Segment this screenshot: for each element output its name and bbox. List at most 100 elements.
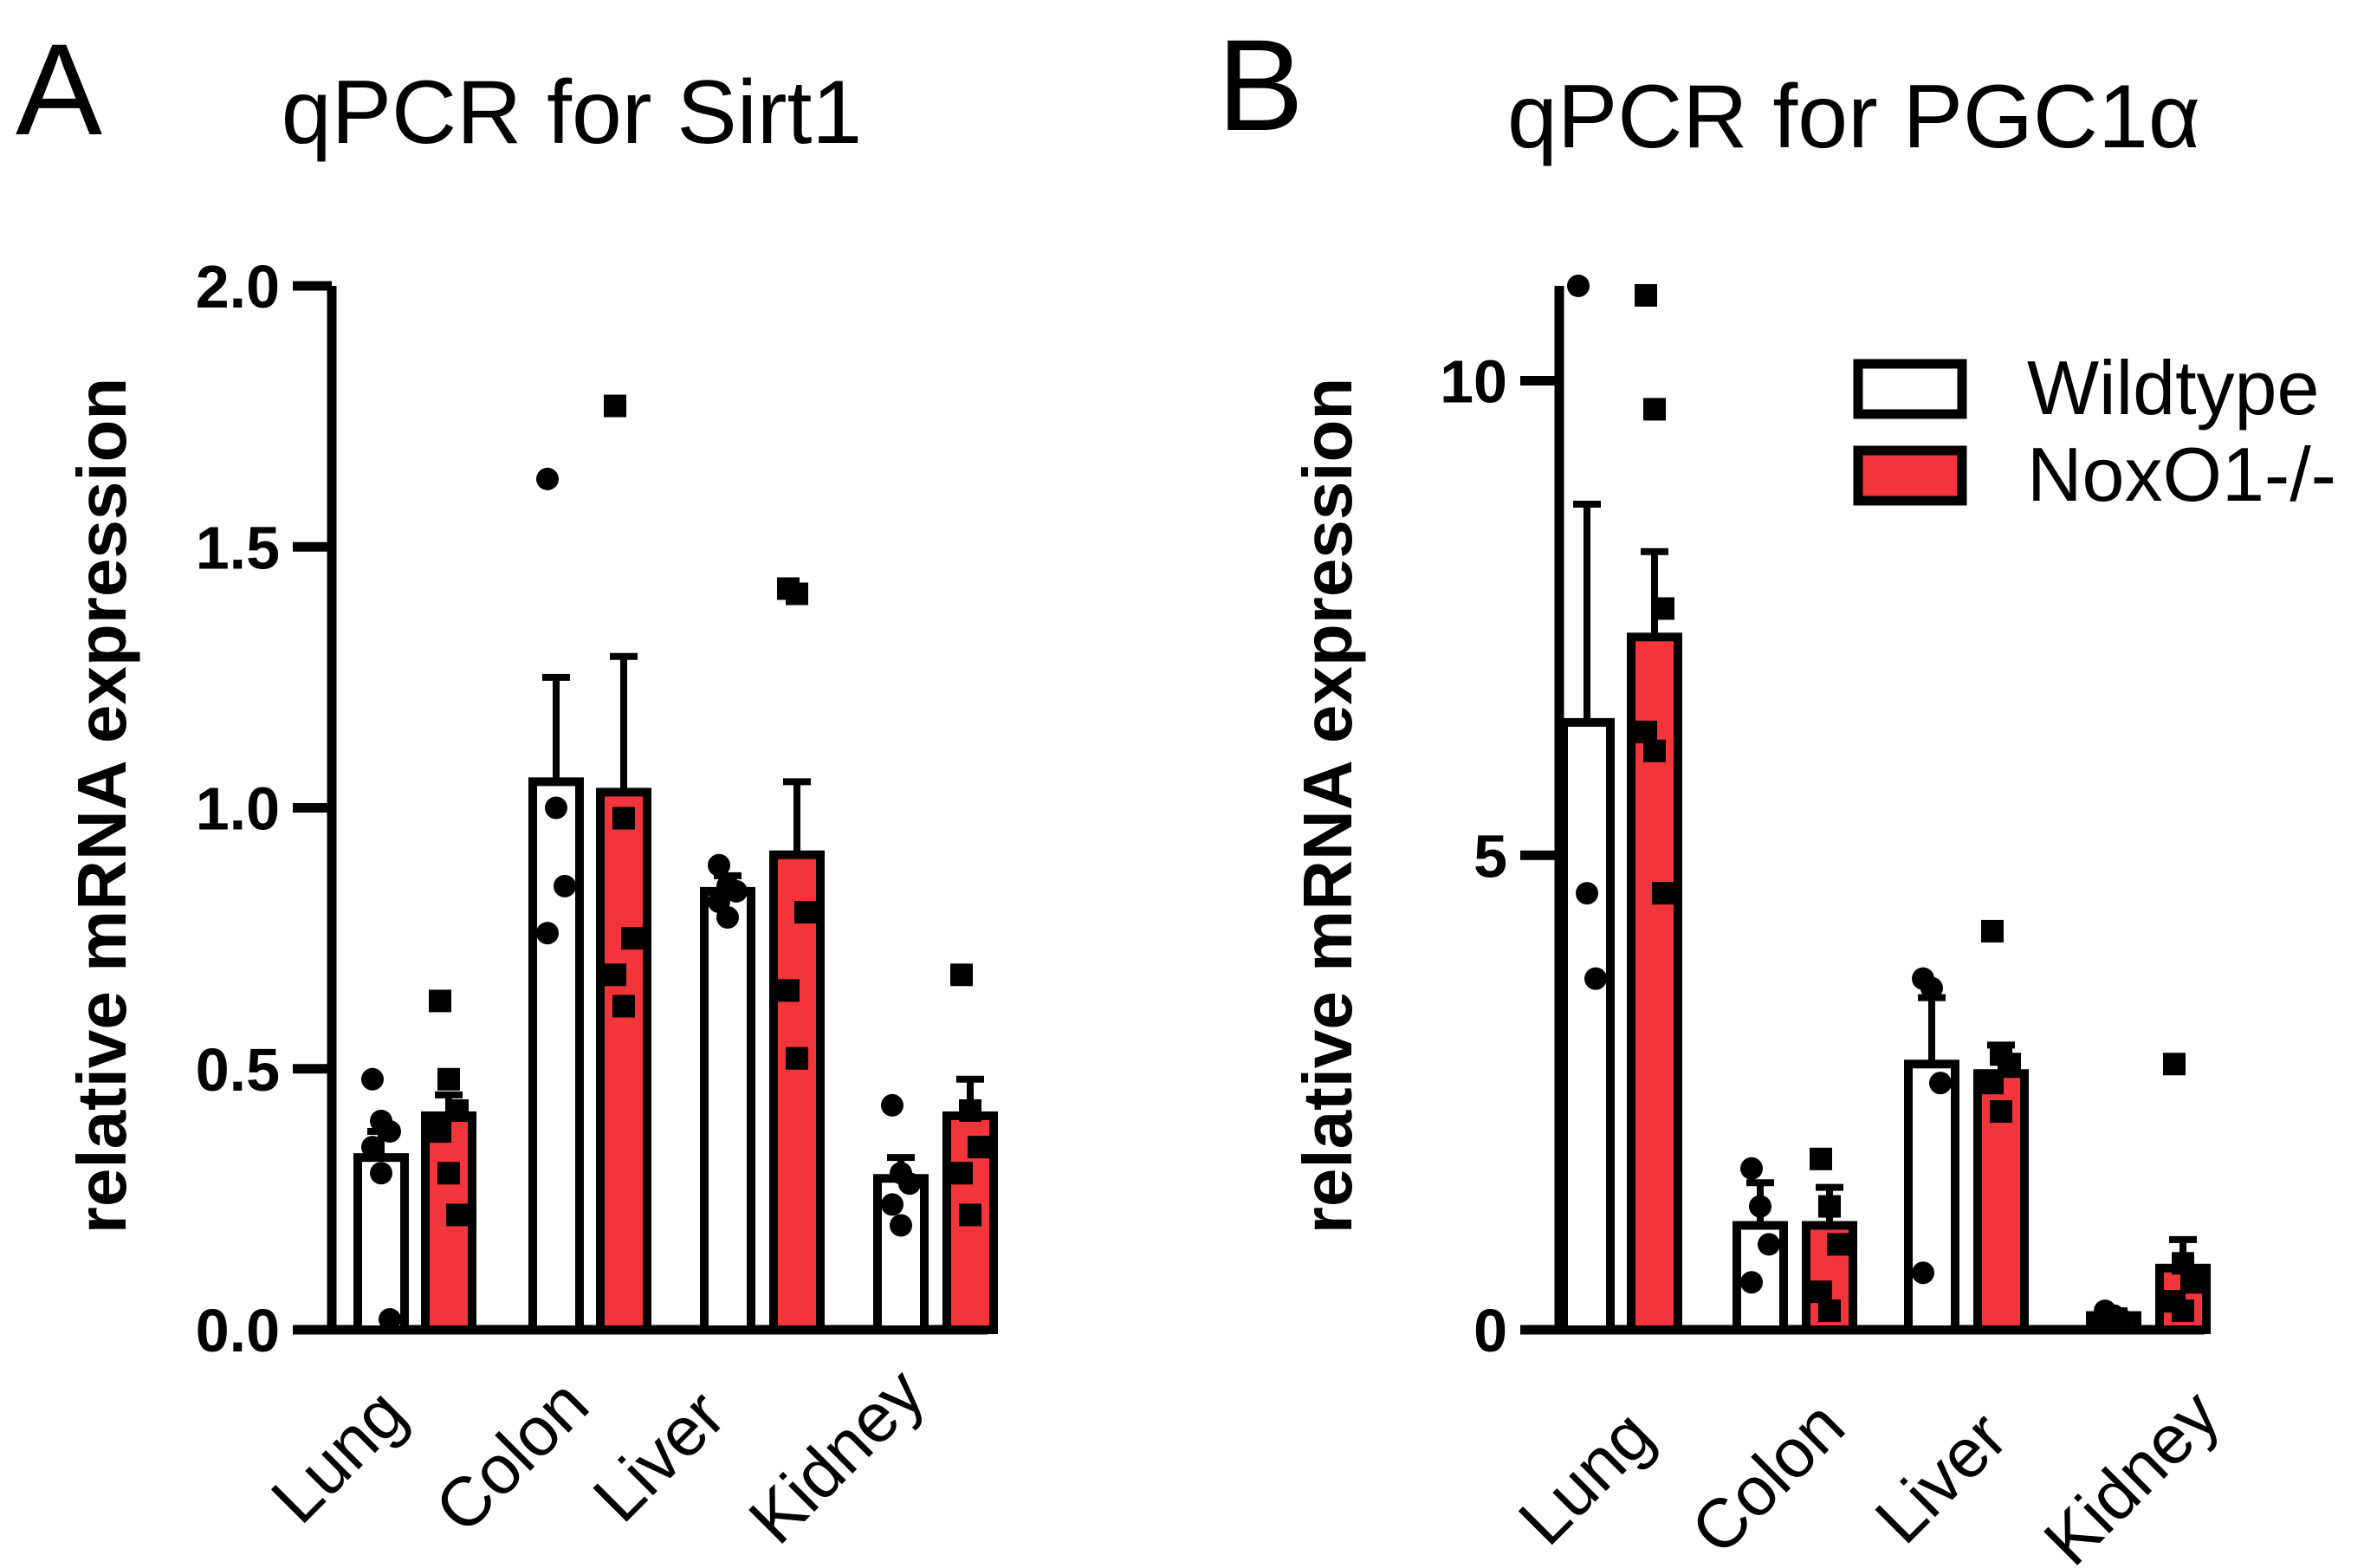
data-point-noxo1 — [429, 1120, 451, 1144]
data-point-noxo1 — [1818, 1195, 1841, 1218]
y-tick-label: 0 — [1473, 1297, 1507, 1364]
data-point-noxo1 — [1635, 720, 1657, 743]
y-tick-label: 0.0 — [196, 1297, 280, 1364]
data-point-noxo1 — [612, 807, 635, 830]
data-point-noxo1 — [621, 927, 644, 950]
data-point-wildtype — [361, 1067, 384, 1091]
data-point-wildtype — [716, 906, 739, 930]
x-tick-label: Colon — [1676, 1386, 1859, 1568]
data-point-noxo1 — [437, 1162, 460, 1185]
x-tick-label: Liver — [1861, 1397, 2022, 1558]
x-tick-label: Colon — [420, 1364, 603, 1547]
data-point-noxo1 — [2172, 1299, 2194, 1323]
y-tick-label: 10 — [1440, 348, 1507, 416]
y-tick-label: 0.5 — [196, 1036, 280, 1104]
bar-wildtype — [1559, 717, 1615, 1334]
panel-a-title: qPCR for Sirt1 — [282, 62, 862, 163]
data-point-noxo1 — [1643, 739, 1666, 762]
data-point-noxo1 — [1990, 1100, 2012, 1124]
data-point-wildtype — [1740, 1271, 1763, 1294]
data-point-wildtype — [2094, 1311, 2116, 1334]
data-point-wildtype — [1912, 1261, 1934, 1285]
data-point-wildtype — [536, 467, 559, 490]
legend-swatch-noxo1 — [1853, 445, 1967, 506]
data-point-wildtype — [890, 1214, 912, 1237]
x-tick-label: Lung — [1504, 1396, 1668, 1559]
data-point-wildtype — [554, 874, 576, 897]
data-point-wildtype — [708, 853, 730, 877]
data-point-wildtype — [1749, 1195, 1771, 1218]
bar-wildtype — [1904, 1059, 1959, 1334]
bar-noxo1 — [769, 850, 825, 1334]
y-tick-label: 1.5 — [196, 514, 280, 581]
data-point-wildtype — [1576, 882, 1598, 905]
data-point-noxo1 — [604, 394, 626, 418]
legend-swatch-wildtype — [1853, 359, 1967, 419]
panel-b-title: qPCR for PGC1α — [1507, 67, 2200, 167]
data-point-noxo1 — [786, 1046, 808, 1070]
data-point-noxo1 — [612, 995, 635, 1018]
data-point-wildtype — [1920, 976, 1943, 1000]
data-point-noxo1 — [950, 1162, 973, 1185]
data-point-noxo1 — [437, 1067, 460, 1091]
data-point-wildtype — [1740, 1157, 1763, 1180]
data-point-wildtype — [725, 879, 748, 903]
data-point-noxo1 — [446, 1203, 469, 1227]
data-point-noxo1 — [1635, 283, 1657, 307]
bar-wildtype — [528, 777, 584, 1334]
data-point-wildtype — [1567, 275, 1590, 297]
legend-label-noxo1: NoxO1-/- — [2027, 431, 2336, 517]
data-point-noxo1 — [1981, 1072, 2004, 1095]
data-point-wildtype — [536, 922, 559, 945]
y-tick-label: 1.0 — [196, 775, 280, 843]
legend: Wildtype NoxO1-/- — [1853, 345, 2336, 517]
data-point-noxo1 — [604, 963, 626, 987]
data-point-wildtype — [1584, 967, 1607, 990]
data-point-noxo1 — [429, 989, 451, 1013]
data-point-noxo1 — [786, 582, 808, 606]
bar-wildtype — [700, 886, 755, 1335]
data-point-wildtype — [361, 1136, 384, 1159]
data-point-noxo1 — [1827, 1233, 1849, 1256]
data-point-noxo1 — [1998, 1053, 2021, 1076]
panel-b-letter: B — [1217, 12, 1304, 158]
data-point-noxo1 — [1810, 1147, 1832, 1170]
data-point-wildtype — [2111, 1309, 2134, 1332]
data-point-wildtype — [881, 1093, 904, 1117]
x-tick-label: Kidney — [2030, 1376, 2234, 1568]
legend-label-wildtype: Wildtype — [2027, 345, 2319, 431]
data-point-wildtype — [379, 1120, 401, 1144]
data-point-noxo1 — [950, 963, 973, 987]
panel-a-ylabel: relative mRNA expression — [63, 378, 140, 1234]
x-tick-label: Kidney — [735, 1354, 939, 1558]
y-tick-label: 2.0 — [196, 253, 280, 321]
data-point-wildtype — [881, 1193, 904, 1216]
data-point-noxo1 — [968, 1136, 990, 1159]
x-tick-label: Liver — [579, 1376, 740, 1537]
data-point-noxo1 — [1652, 597, 1674, 620]
y-tick-label: 5 — [1473, 822, 1507, 890]
data-point-noxo1 — [2163, 1053, 2186, 1076]
bar-noxo1 — [596, 787, 651, 1334]
data-point-noxo1 — [794, 901, 817, 923]
data-point-noxo1 — [1981, 919, 2004, 943]
data-point-wildtype — [370, 1162, 392, 1185]
data-point-noxo1 — [777, 979, 800, 1002]
data-point-noxo1 — [2180, 1271, 2203, 1294]
data-point-noxo1 — [2172, 1252, 2194, 1275]
x-tick-label: Lung — [256, 1374, 420, 1538]
data-point-wildtype — [545, 796, 567, 820]
data-point-wildtype — [1758, 1233, 1780, 1256]
data-point-noxo1 — [1643, 398, 1666, 421]
data-point-wildtype — [898, 1172, 921, 1195]
data-point-noxo1 — [1810, 1280, 1832, 1304]
data-point-noxo1 — [959, 1098, 981, 1122]
panel-a-letter: A — [16, 16, 102, 162]
panel-b-ylabel: relative mRNA expression — [1289, 378, 1366, 1234]
data-point-wildtype — [1929, 1072, 1952, 1095]
data-point-wildtype — [379, 1307, 401, 1331]
data-point-noxo1 — [446, 1098, 469, 1122]
data-point-noxo1 — [1652, 882, 1674, 905]
